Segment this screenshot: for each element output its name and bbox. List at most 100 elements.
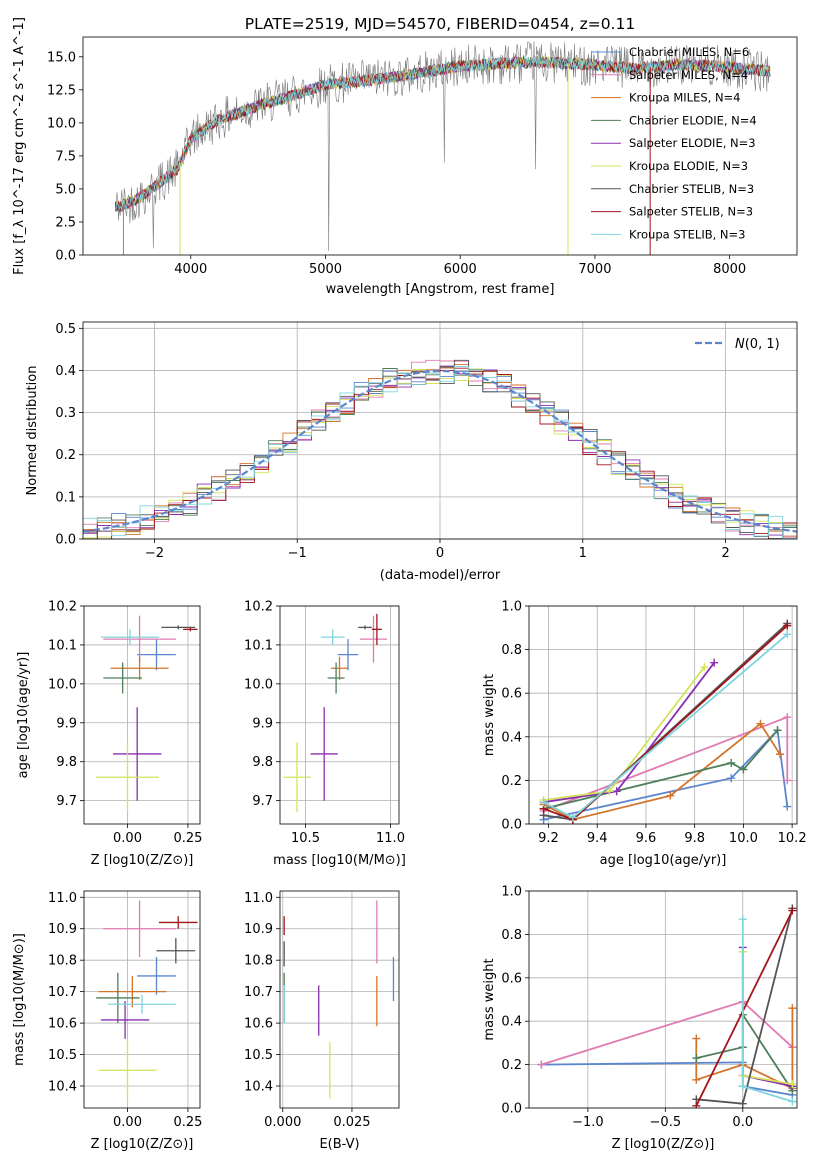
x-tick-label: 2 bbox=[721, 546, 729, 561]
weight-marker-kroupa_elodie bbox=[700, 663, 709, 672]
plot-area bbox=[283, 900, 395, 1099]
weight-marker-kroupa_stelib bbox=[738, 915, 747, 924]
y-tick-label: 10.7 bbox=[48, 985, 77, 1000]
gridlines bbox=[280, 891, 399, 1108]
y-tick-label: 10.7 bbox=[244, 985, 273, 1000]
x-tick-label: 1 bbox=[579, 546, 587, 561]
ebv_mass-axes: 0.000 0.025 10.4 10.5 10.6 10.7 10.8 10.9 11.0 E(… bbox=[244, 890, 400, 1152]
observed-spectrum-line bbox=[115, 41, 771, 252]
y-tick-label: 11.0 bbox=[48, 891, 77, 906]
y-tick-label: 0.1 bbox=[55, 490, 76, 505]
weight-marker-kroupa_stelib bbox=[568, 813, 577, 822]
y-tick-label: 0.4 bbox=[55, 364, 76, 379]
x-axis-label: (data-model)/error bbox=[380, 568, 501, 583]
age_weight-axes: 9.2 9.4 9.6 9.8 10.0 10.2 0.0 0.2 0.4 0.6 0.8 1.0 ag… bbox=[482, 600, 807, 869]
weight-marker-chabrier_miles bbox=[727, 774, 736, 783]
weight-marker-chabrier_elodie bbox=[739, 765, 748, 774]
weight-marker-salpeter_elodie bbox=[612, 787, 621, 796]
y-tick-label: 2.5 bbox=[55, 215, 76, 230]
y-tick-label: 10.0 bbox=[48, 677, 77, 692]
x-axis-label: Z [log10(Z/Z⊙)] bbox=[91, 853, 194, 868]
y-tick-label: 9.8 bbox=[56, 755, 77, 770]
weight-marker-salpeter_miles bbox=[537, 1060, 546, 1069]
y-axis-label: mass [log10(M/M⊙)] bbox=[12, 933, 27, 1066]
legend-label: Kroupa STELIB, N=3 bbox=[629, 227, 746, 241]
y-tick-label: 5.0 bbox=[55, 182, 76, 197]
weight-marker-salpeter_stelib bbox=[692, 1101, 701, 1108]
weight-marker-salpeter_stelib bbox=[783, 621, 792, 630]
x-tick-label: −2 bbox=[145, 546, 164, 561]
y-tick-label: 0.5 bbox=[55, 322, 76, 337]
ticks: 10.5 11.0 9.7 9.8 9.9 10.0 10.1 10.2 bbox=[244, 600, 405, 847]
x-tick-label: 10.0 bbox=[729, 831, 758, 846]
y-tick-label: 9.7 bbox=[56, 794, 77, 809]
ticks: 0.00 0.25 10.4 10.5 10.6 10.7 10.8 10.9 11.0 bbox=[48, 891, 202, 1130]
x-tick-label: 0.25 bbox=[173, 831, 202, 846]
ticks: 0.00 0.25 9.7 9.8 9.9 10.0 10.1 10.2 bbox=[48, 600, 202, 847]
weight-marker-kroupa_elodie bbox=[788, 1080, 797, 1089]
ticks: 0.000 0.025 10.4 10.5 10.6 10.7 10.8 10.9 11.0 bbox=[244, 891, 371, 1130]
weight-marker-kroupa_miles bbox=[775, 750, 784, 759]
x-axis-label: E(B-V) bbox=[319, 1137, 359, 1152]
legend-label: Chabrier ELODIE, N=4 bbox=[629, 113, 757, 127]
normal-curve bbox=[83, 369, 797, 533]
y-tick-label: 0.4 bbox=[501, 730, 522, 745]
x-tick-label: 9.6 bbox=[636, 831, 657, 846]
z_weight-axes: −1.0 −0.5 0.0 0.0 0.2 0.4 0.6 0.8 1.0 Z [log10(Z/… bbox=[482, 885, 798, 1152]
x-tick-label: 4000 bbox=[174, 262, 207, 277]
axes-frame bbox=[83, 605, 201, 825]
y-tick-label: 11.0 bbox=[244, 891, 273, 906]
y-axis-label: mass weight bbox=[482, 958, 497, 1040]
y-tick-label: 9.9 bbox=[252, 716, 273, 731]
x-tick-label: 6000 bbox=[444, 262, 477, 277]
weight-marker-kroupa_stelib bbox=[788, 1097, 797, 1106]
y-tick-label: 0.4 bbox=[501, 1015, 522, 1030]
y-tick-label: 0.6 bbox=[501, 971, 522, 986]
x-tick-label: 0.025 bbox=[333, 1115, 370, 1130]
ticks: 4000 5000 6000 7000 8000 0.0 2.5 5.0 7.5 10.0 12.5… bbox=[47, 50, 746, 277]
residual-histogram-chabrier_stelib bbox=[83, 359, 797, 537]
spectrum-axes: 4000 5000 6000 7000 8000 0.0 2.5 5.0 7.5 10.0 12.5… bbox=[12, 15, 798, 297]
mass_age-axes: 10.5 11.0 9.7 9.8 9.9 10.0 10.1 10.2 mass [log10… bbox=[244, 600, 406, 869]
ticks: −2 −1 0 1 2 0.0 0.1 0.2 0.3 0.4 0.5 bbox=[55, 322, 729, 561]
weight-marker-salpeter_stelib bbox=[788, 906, 797, 915]
weight-marker-kroupa_stelib bbox=[738, 1082, 747, 1091]
y-tick-label: 10.9 bbox=[48, 922, 77, 937]
axes-frame bbox=[279, 890, 400, 1109]
y-tick-label: 0.3 bbox=[55, 406, 76, 421]
axes-frame bbox=[83, 890, 201, 1109]
plot-area bbox=[83, 359, 797, 539]
y-tick-label: 1.0 bbox=[501, 885, 522, 900]
y-tick-label: 15.0 bbox=[47, 50, 76, 65]
ticks: −1.0 −0.5 0.0 0.0 0.2 0.4 0.6 0.8 1.0 bbox=[501, 885, 753, 1131]
y-tick-label: 10.2 bbox=[48, 600, 77, 615]
weight-marker-kroupa_miles bbox=[692, 1034, 701, 1043]
x-tick-label: 9.2 bbox=[538, 831, 559, 846]
y-tick-label: 9.8 bbox=[252, 755, 273, 770]
weight-marker-kroupa_stelib bbox=[539, 798, 548, 807]
weight-marker-kroupa_stelib bbox=[783, 630, 792, 639]
x-axis-label: wavelength [Angstrom, rest frame] bbox=[326, 282, 555, 297]
y-tick-label: 7.5 bbox=[55, 149, 76, 164]
legend: N(0, 1) bbox=[695, 337, 780, 352]
y-tick-label: 0.2 bbox=[501, 1058, 522, 1073]
y-tick-label: 10.6 bbox=[48, 1017, 77, 1032]
y-tick-label: 10.5 bbox=[244, 1048, 273, 1063]
y-axis-label: mass weight bbox=[482, 674, 497, 756]
y-tick-label: 10.8 bbox=[244, 954, 273, 969]
legend-label: Kroupa MILES, N=4 bbox=[629, 91, 741, 105]
y-tick-label: 0.2 bbox=[55, 448, 76, 463]
y-tick-label: 10.9 bbox=[244, 922, 273, 937]
legend-label: Kroupa ELODIE, N=3 bbox=[629, 159, 748, 173]
x-axis-label: Z [log10(Z/Z⊙)] bbox=[91, 1137, 194, 1152]
weight-marker-chabrier_elodie bbox=[692, 1054, 701, 1063]
weight-marker-kroupa_miles bbox=[692, 1075, 701, 1084]
weight-marker-kroupa_miles bbox=[788, 1004, 797, 1013]
y-tick-label: 10.5 bbox=[48, 1048, 77, 1063]
y-tick-label: 0.8 bbox=[501, 928, 522, 943]
weight-marker-salpeter_miles bbox=[783, 776, 792, 785]
axes-frame bbox=[528, 605, 798, 825]
x-tick-label: 9.8 bbox=[684, 831, 705, 846]
axes-frame bbox=[82, 321, 798, 540]
